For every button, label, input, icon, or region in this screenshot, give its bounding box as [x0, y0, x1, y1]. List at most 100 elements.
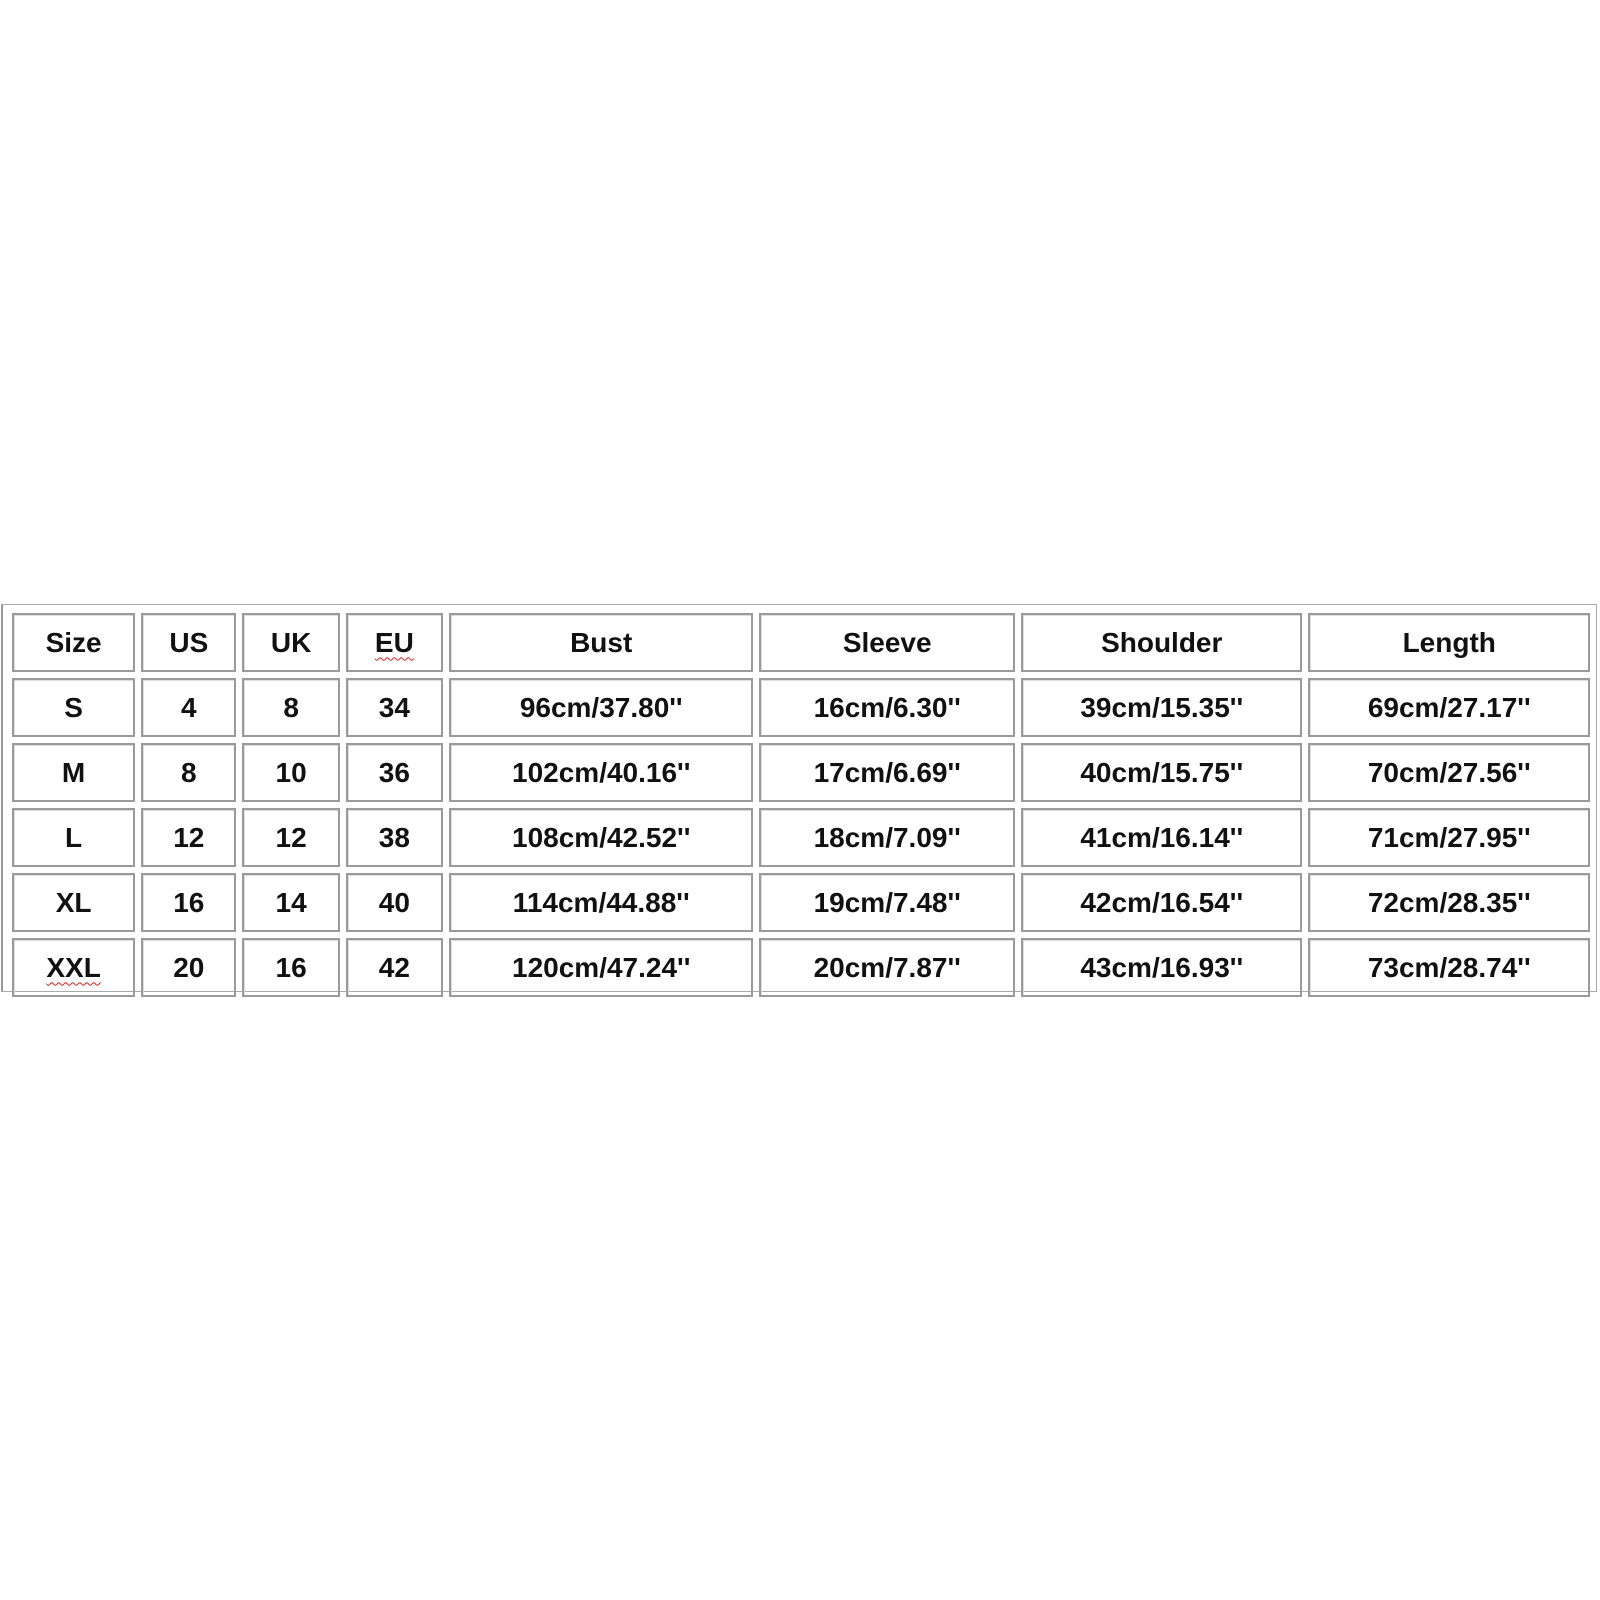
table-cell: 36	[345, 743, 444, 802]
cell-value: 41cm/16.14''	[1080, 821, 1244, 853]
column-header: Bust	[449, 613, 754, 672]
cell-value: 19cm/7.48''	[813, 886, 961, 918]
cell-value: 96cm/37.80''	[519, 691, 683, 723]
cell-value: 16cm/6.30''	[813, 691, 961, 723]
table-cell: 69cm/27.17''	[1308, 678, 1590, 737]
cell-value: 14	[275, 886, 307, 918]
header-label: UK	[270, 626, 312, 658]
header-label: Shoulder	[1101, 626, 1223, 658]
cell-value: 12	[275, 821, 307, 853]
table-cell: 8	[141, 743, 237, 802]
table-cell: 72cm/28.35''	[1308, 873, 1590, 932]
table-cell: 16	[141, 873, 237, 932]
table-cell: L	[12, 808, 136, 867]
table-cell: 10	[242, 743, 340, 802]
table-cell: 20	[141, 938, 237, 997]
cell-value: 17cm/6.69''	[813, 756, 961, 788]
cell-value: 40	[378, 886, 410, 918]
column-header: UK	[242, 613, 340, 672]
table-cell: 71cm/27.95''	[1308, 808, 1590, 867]
table-cell: 73cm/28.74''	[1308, 938, 1590, 997]
header-label: Bust	[570, 626, 633, 658]
table-cell: 19cm/7.48''	[759, 873, 1015, 932]
size-chart-frame: Size US UK EU Bust Sleeve Shoulder Length S 4 8 34 9…	[1, 604, 1597, 997]
cell-value: 16	[275, 951, 307, 983]
cell-value: 40cm/15.75''	[1080, 756, 1244, 788]
table-cell: 40cm/15.75''	[1021, 743, 1303, 802]
cell-value: 114cm/44.88''	[512, 886, 690, 918]
table-cell: 42	[345, 938, 444, 997]
cell-value: 20cm/7.87''	[813, 951, 961, 983]
table-cell: 34	[345, 678, 444, 737]
table-cell: 41cm/16.14''	[1021, 808, 1303, 867]
table-cell: XL	[12, 873, 136, 932]
table-cell: 102cm/40.16''	[449, 743, 754, 802]
table-cell: 12	[141, 808, 237, 867]
cell-value: 102cm/40.16''	[512, 756, 691, 788]
table-cell: 114cm/44.88''	[449, 873, 754, 932]
table-row: S 4 8 34 96cm/37.80'' 16cm/6.30'' 39cm/15.35''…	[12, 678, 1590, 737]
header-label: EU	[374, 626, 414, 658]
table-cell: 14	[242, 873, 340, 932]
table-row: XL 16 14 40 114cm/44.88'' 19cm/7.48'' 42cm/16.…	[12, 873, 1590, 932]
cell-value: S	[64, 691, 83, 723]
column-header: US	[141, 613, 237, 672]
cell-value: 36	[378, 756, 410, 788]
column-header: Size	[12, 613, 136, 672]
table-cell: 39cm/15.35''	[1021, 678, 1303, 737]
table-cell: 96cm/37.80''	[449, 678, 754, 737]
table-row: L 12 12 38 108cm/42.52'' 18cm/7.09'' 41cm/16.1…	[12, 808, 1590, 867]
cell-value: 73cm/28.74''	[1367, 951, 1531, 983]
table-cell: 42cm/16.54''	[1021, 873, 1303, 932]
size-chart-table: Size US UK EU Bust Sleeve Shoulder Length S 4 8 34 9…	[6, 607, 1596, 1003]
table-cell: 20cm/7.87''	[759, 938, 1015, 997]
cell-value: 72cm/28.35''	[1367, 886, 1531, 918]
table-cell: 17cm/6.69''	[759, 743, 1015, 802]
table-cell: 16cm/6.30''	[759, 678, 1015, 737]
table-row: XXL 20 16 42 120cm/47.24'' 20cm/7.87'' 43cm/16…	[12, 938, 1590, 997]
table-cell: 18cm/7.09''	[759, 808, 1015, 867]
header-label: Length	[1402, 626, 1496, 658]
cell-value: 34	[378, 691, 410, 723]
cell-value: XL	[55, 886, 92, 918]
table-cell: 12	[242, 808, 340, 867]
cell-value: 120cm/47.24''	[512, 951, 691, 983]
column-header: Shoulder	[1021, 613, 1303, 672]
table-cell: M	[12, 743, 136, 802]
cell-value: 42	[378, 951, 410, 983]
cell-value: 71cm/27.95''	[1367, 821, 1531, 853]
header-row: Size US UK EU Bust Sleeve Shoulder Length	[12, 613, 1590, 672]
table-cell: 4	[141, 678, 237, 737]
column-header: Length	[1308, 613, 1590, 672]
cell-value: 69cm/27.17''	[1367, 691, 1531, 723]
table-cell: 108cm/42.52''	[449, 808, 754, 867]
cell-value: 43cm/16.93''	[1080, 951, 1244, 983]
cell-value: 39cm/15.35''	[1080, 691, 1244, 723]
table-cell: 70cm/27.56''	[1308, 743, 1590, 802]
cell-value: 8	[181, 756, 197, 788]
cell-value: 4	[181, 691, 197, 723]
table-cell: 43cm/16.93''	[1021, 938, 1303, 997]
cell-value: 12	[173, 821, 205, 853]
cell-value: 38	[378, 821, 410, 853]
cell-value: 20	[173, 951, 205, 983]
table-row: M 8 10 36 102cm/40.16'' 17cm/6.69'' 40cm/15.75…	[12, 743, 1590, 802]
table-cell: 16	[242, 938, 340, 997]
table-cell: 120cm/47.24''	[449, 938, 754, 997]
header-label: Sleeve	[842, 626, 932, 658]
table-cell: 38	[345, 808, 444, 867]
cell-value: 16	[173, 886, 205, 918]
table-cell: 40	[345, 873, 444, 932]
table-cell: 8	[242, 678, 340, 737]
column-header: Sleeve	[759, 613, 1015, 672]
cell-value: 18cm/7.09''	[813, 821, 961, 853]
cell-value: M	[61, 756, 86, 788]
table-cell: S	[12, 678, 136, 737]
cell-value: 8	[283, 691, 299, 723]
cell-value: 70cm/27.56''	[1367, 756, 1531, 788]
cell-value: XXL	[46, 951, 101, 983]
column-header: EU	[345, 613, 444, 672]
cell-value: L	[65, 821, 83, 853]
header-label: US	[169, 626, 209, 658]
cell-value: 42cm/16.54''	[1080, 886, 1244, 918]
